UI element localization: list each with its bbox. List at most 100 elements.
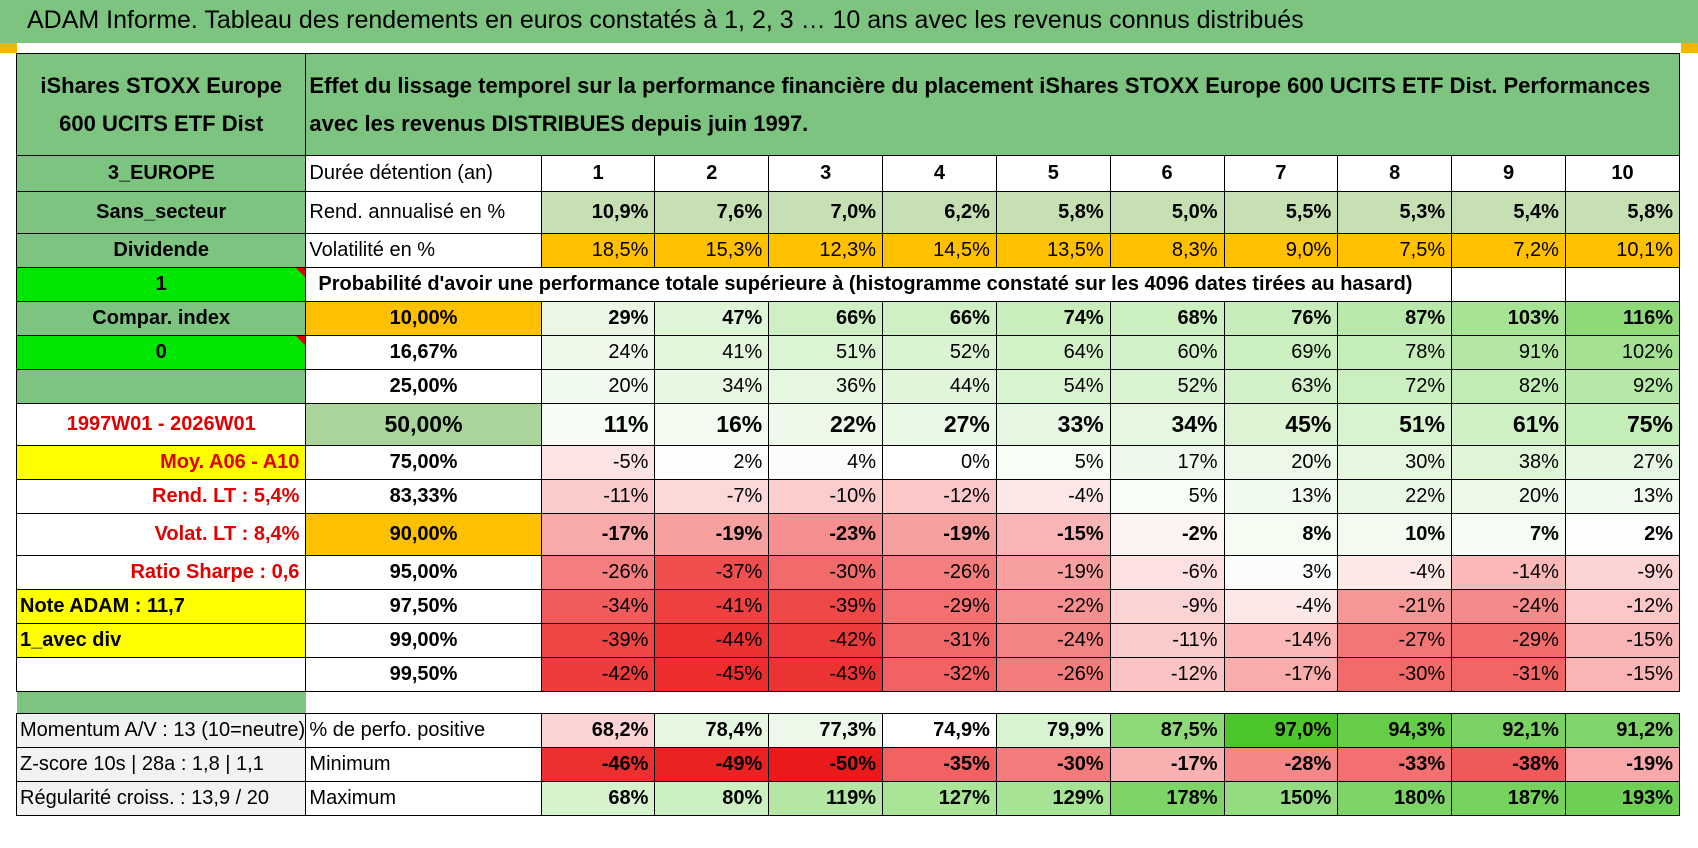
prob-cell: -19% xyxy=(882,513,997,556)
prob-cell: 20% xyxy=(1451,479,1566,514)
prob-cell: -27% xyxy=(1337,623,1453,658)
prob-cell: 78% xyxy=(1337,335,1453,370)
min-row: Z-score 10s | 28a : 1,8 | 1,1 Minimum -4… xyxy=(15,747,1681,782)
rend-cell: 5,4% xyxy=(1451,191,1566,234)
prob-cell: 22% xyxy=(1337,479,1453,514)
prob-cell: -5% xyxy=(540,445,656,480)
title-strip xyxy=(0,43,1698,53)
prob-cell: 72% xyxy=(1337,369,1453,404)
proba-header-row: 1 Probabilité d'avoir une performance to… xyxy=(15,267,1681,302)
prob-cell: 92% xyxy=(1564,369,1681,404)
max-cell: 127% xyxy=(882,781,997,816)
prob-cell: 3% xyxy=(1223,555,1339,590)
regul-cell: Régularité croiss. : 13,9 / 20 xyxy=(15,781,307,816)
max-row: Régularité croiss. : 13,9 / 20 Maximum 6… xyxy=(15,781,1681,816)
prob-cell: 8% xyxy=(1223,513,1339,556)
prob-cell: 63% xyxy=(1223,369,1339,404)
volat-label: Volatilité en % xyxy=(305,233,542,268)
max-cell: 187% xyxy=(1451,781,1566,816)
prob-cell: -29% xyxy=(1451,623,1566,658)
empty-side-cell xyxy=(15,657,307,692)
max-cell: 180% xyxy=(1337,781,1453,816)
year-cell: 10 xyxy=(1564,155,1681,192)
prob-cell: 74% xyxy=(995,301,1111,336)
prob-pct: 83,33% xyxy=(305,479,542,514)
prob-cell: -34% xyxy=(540,589,656,624)
volat-cell: 10,1% xyxy=(1564,233,1681,268)
rend-cell: 5,8% xyxy=(1564,191,1681,234)
volat-row: Dividende Volatilité en % 18,5% 15,3% 12… xyxy=(15,233,1681,268)
prob-cell: 17% xyxy=(1109,445,1225,480)
prob-cell: 51% xyxy=(1337,403,1453,446)
dividend-cell: Dividende xyxy=(15,233,307,268)
prob-cell: 5% xyxy=(995,445,1111,480)
max-cell: 129% xyxy=(995,781,1111,816)
prob-cell: 13% xyxy=(1564,479,1681,514)
max-cell: 178% xyxy=(1109,781,1225,816)
year-cell: 8 xyxy=(1337,155,1453,192)
prob-pct: 75,00% xyxy=(305,445,542,480)
prob-cell: 2% xyxy=(654,445,770,480)
prob-cell: 91% xyxy=(1451,335,1566,370)
prob-cell: -43% xyxy=(768,657,884,692)
duree-label: Durée détention (an) xyxy=(305,155,542,192)
prob-cell: 66% xyxy=(882,301,997,336)
prob-cell: 64% xyxy=(995,335,1111,370)
prob-cell: -9% xyxy=(1564,555,1681,590)
pos-row: Momentum A/V : 13 (10=neutre) % de perfo… xyxy=(15,713,1681,748)
prob-cell: -12% xyxy=(882,479,997,514)
prob-cell: 36% xyxy=(768,369,884,404)
min-cell: -38% xyxy=(1451,747,1566,782)
prob-row: Compar. index 10,00% 29% 47% 66% 66% 74%… xyxy=(15,301,1681,336)
prob-cell: 2% xyxy=(1564,513,1681,556)
min-cell: -35% xyxy=(882,747,997,782)
rend-cell: 5,5% xyxy=(1223,191,1339,234)
rend-cell: 10,9% xyxy=(540,191,656,234)
rend-cell: 7,6% xyxy=(654,191,770,234)
prob-cell: 20% xyxy=(540,369,656,404)
prob-cell: -39% xyxy=(768,589,884,624)
prob-cell: 4% xyxy=(768,445,884,480)
prob-cell: 52% xyxy=(882,335,997,370)
pos-label: % de perfo. positive xyxy=(305,713,542,748)
prob-cell: 44% xyxy=(882,369,997,404)
prob-cell: -23% xyxy=(768,513,884,556)
prob-pct: 10,00% xyxy=(305,301,542,336)
prob-cell: 87% xyxy=(1337,301,1453,336)
prob-row: Moy. A06 - A10 75,00% -5% 2% 4% 0% 5% 17… xyxy=(15,445,1681,480)
prob-cell: 60% xyxy=(1109,335,1225,370)
flag1-cell[interactable]: 1 xyxy=(15,267,307,302)
prob-cell: -9% xyxy=(1109,589,1225,624)
spacer-cell xyxy=(306,692,1680,714)
prob-cell: -29% xyxy=(882,589,997,624)
prob-cell: 33% xyxy=(995,403,1111,446)
prob-cell: -19% xyxy=(995,555,1111,590)
spacer-cell xyxy=(16,691,306,714)
prob-pct: 95,00% xyxy=(305,555,542,590)
min-cell: -33% xyxy=(1337,747,1453,782)
sharpe-cell: Ratio Sharpe : 0,6 xyxy=(15,555,307,590)
prob-row: Ratio Sharpe : 0,6 95,00% -26% -37% -30%… xyxy=(15,555,1681,590)
pos-cell: 79,9% xyxy=(995,713,1111,748)
year-cell: 1 xyxy=(540,155,656,192)
prob-cell: 27% xyxy=(1564,445,1681,480)
prob-cell: -30% xyxy=(768,555,884,590)
prob-cell: -14% xyxy=(1451,555,1566,590)
prob-cell: 45% xyxy=(1223,403,1339,446)
page-title: ADAM Informe. Tableau des rendements en … xyxy=(27,6,1304,34)
note-cell: Note ADAM : 11,7 xyxy=(15,589,307,624)
prob-row: 1997W01 - 2026W01 50,00% 11% 16% 22% 27%… xyxy=(15,403,1681,446)
prob-row: 0 16,67% 24% 41% 51% 52% 64% 60% 69% 78%… xyxy=(15,335,1681,370)
max-cell: 193% xyxy=(1564,781,1681,816)
flag0-cell[interactable]: 0 xyxy=(15,335,307,370)
prob-cell: 103% xyxy=(1451,301,1566,336)
prob-cell: 30% xyxy=(1337,445,1453,480)
returns-table: iShares STOXX Europe 600 UCITS ETF Dist … xyxy=(15,53,1681,816)
prob-cell: 41% xyxy=(654,335,770,370)
min-cell: -46% xyxy=(540,747,656,782)
prob-cell: -42% xyxy=(768,623,884,658)
prob-cell: -26% xyxy=(882,555,997,590)
prob-cell: 20% xyxy=(1223,445,1339,480)
prob-pct: 50,00% xyxy=(305,403,542,446)
prob-cell: 76% xyxy=(1223,301,1339,336)
